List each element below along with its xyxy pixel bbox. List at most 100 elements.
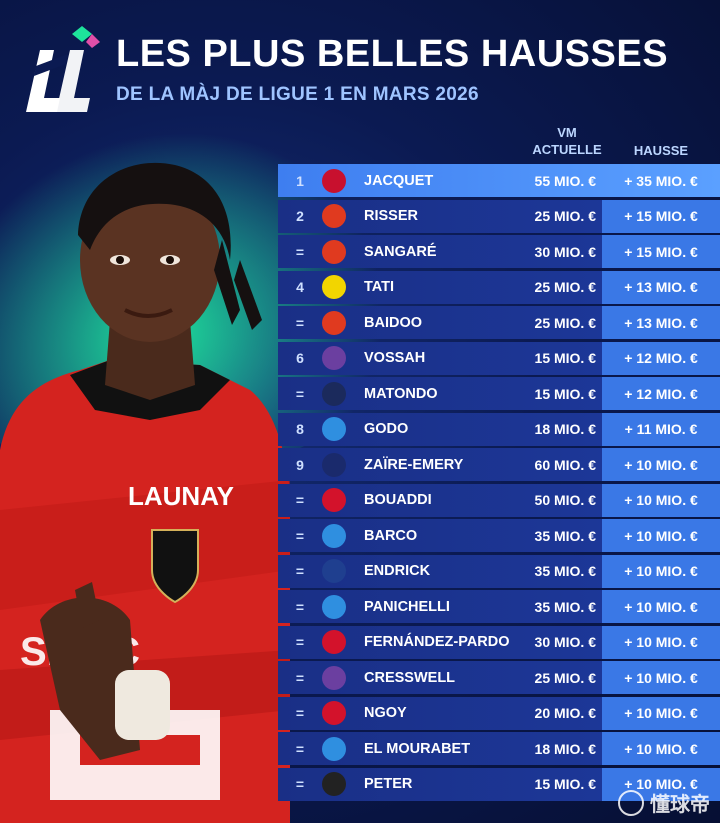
lille-crest-icon [322,488,346,512]
rank-cell: = [295,776,305,792]
rank-cell: 6 [296,350,304,366]
strasbourg-crest-icon [322,417,346,441]
rank-cell: = [295,563,305,579]
nantes-crest-icon [322,275,346,299]
rise-cell: + 10 MIO. € [602,732,720,765]
rise-cell: + 10 MIO. € [602,590,720,623]
player-name: ZAÏRE-EMERY [364,456,464,473]
rank-cell: = [295,669,305,686]
table-row: = BOUADDI 50 MIO. € + 10 MIO. € [278,483,720,517]
current-value-cell: 60 MIO. € [534,456,596,473]
current-value-cell: 35 MIO. € [534,598,596,615]
rise-cell: + 10 MIO. € [602,696,720,730]
rise-cell: + 15 MIO. € [602,199,720,233]
player-name: JACQUET [364,172,434,189]
table-row: = EL MOURABET 18 MIO. € + 10 MIO. € [278,732,720,765]
rankings-table: 1 JACQUET 55 MIO. € + 35 MIO. € 2 RISSER 25 MI… [278,164,720,803]
current-value-cell: 35 MIO. € [534,563,596,579]
current-value-cell: 25 MIO. € [534,208,596,224]
current-value-cell: 25 MIO. € [534,279,596,295]
ligue1-logo-icon [26,26,100,112]
table-row: 6 VOSSAH 15 MIO. € + 12 MIO. € [278,341,720,375]
header-rise: HAUSSE [633,143,689,158]
table-row: = MATONDO 15 MIO. € + 12 MIO. € [278,377,720,410]
table-row: = PETER 15 MIO. € + 10 MIO. € [278,767,720,801]
rise-cell: + 13 MIO. € [602,306,720,339]
rise-cell: + 10 MIO. € [602,554,720,588]
rise-cell: + 10 MIO. € [602,483,720,517]
player-name: FERNÁNDEZ-PARDO [364,634,510,650]
player-name: RISSER [364,208,418,224]
player-name: CRESSWELL [364,669,456,686]
rank-cell: 8 [296,421,304,437]
lens-crest-icon [322,239,346,264]
table-row: = NGOY 20 MIO. € + 10 MIO. € [278,696,720,730]
player-photo: LAUNAY SESIC [0,162,290,823]
rank-cell: = [295,634,305,650]
current-value-cell: 15 MIO. € [534,776,596,792]
lyon-crest-icon [322,559,346,583]
current-value-cell: 55 MIO. € [534,172,596,189]
player-name: BARCO [364,527,418,544]
current-value-cell: 18 MIO. € [534,740,596,757]
page-subtitle: DE LA MÀJ DE LIGUE 1 EN MARS 2026 [116,84,479,105]
rise-cell: + 35 MIO. € [624,172,698,189]
player-name: PANICHELLI [364,598,450,615]
player-name: MATONDO [364,385,438,402]
current-value-cell: 18 MIO. € [534,421,596,437]
rise-cell: + 10 MIO. € [602,625,720,659]
strasbourg-crest-icon [322,594,346,619]
rank-cell: = [295,598,305,615]
table-row: = BAIDOO 25 MIO. € + 13 MIO. € [278,306,720,339]
player-name: VOSSAH [364,350,426,366]
rank-cell: = [295,314,305,331]
rise-cell: + 11 MIO. € [602,412,720,446]
paris-fc-crest-icon [322,381,346,406]
table-row: = CRESSWELL 25 MIO. € + 10 MIO. € [278,661,720,694]
angers-crest-icon [322,772,346,796]
table-row: 4 TATI 25 MIO. € + 13 MIO. € [278,270,720,304]
player-name: NGOY [364,705,407,721]
rank-cell: = [295,385,305,402]
table-row: 9 ZAÏRE-EMERY 60 MIO. € + 10 MIO. € [278,448,720,481]
player-name: BOUADDI [364,492,432,508]
toulouse-crest-icon [322,346,346,370]
rise-cell: + 12 MIO. € [602,377,720,410]
strasbourg-crest-icon [322,736,346,761]
player-name: TATI [364,279,395,295]
page-title: LES PLUS BELLES HAUSSES [116,33,669,75]
rank-cell: = [295,740,305,757]
psg-crest-icon [322,452,346,477]
table-row: = ENDRICK 35 MIO. € + 10 MIO. € [278,554,720,588]
current-value-cell: 30 MIO. € [534,243,596,260]
table-row: 2 RISSER 25 MIO. € + 15 MIO. € [278,199,720,233]
rank-cell: = [295,492,305,508]
rise-cell: + 15 MIO. € [602,235,720,268]
rise-cell: + 13 MIO. € [602,270,720,304]
current-value-cell: 20 MIO. € [534,705,596,721]
current-value-cell: 35 MIO. € [534,527,596,544]
lens-crest-icon [322,310,346,335]
current-value-cell: 30 MIO. € [534,634,596,650]
player-name: GODO [364,421,409,437]
rise-cell: + 12 MIO. € [602,341,720,375]
rank-cell: 9 [296,456,304,473]
table-row: = BARCO 35 MIO. € + 10 MIO. € [278,519,720,552]
rank-cell: = [295,243,305,260]
rise-cell: + 10 MIO. € [602,448,720,481]
rank-cell: = [295,705,305,721]
player-name: ENDRICK [364,563,431,579]
rank-cell: 1 [296,172,304,189]
rank-cell: 2 [296,208,304,224]
watermark: 懂球帝 [618,788,710,817]
watermark-icon [618,789,644,816]
lille-crest-icon [322,630,346,654]
rank-cell: = [295,527,305,544]
player-name: BAIDOO [364,314,422,331]
current-value-cell: 15 MIO. € [534,385,596,402]
lille-crest-icon [322,701,346,725]
player-name: SANGARÉ [364,243,437,260]
table-row: = PANICHELLI 35 MIO. € + 10 MIO. € [278,590,720,623]
table-row: = FERNÁNDEZ-PARDO 30 MIO. € + 10 MIO. € [278,625,720,659]
current-value-cell: 25 MIO. € [534,314,596,331]
